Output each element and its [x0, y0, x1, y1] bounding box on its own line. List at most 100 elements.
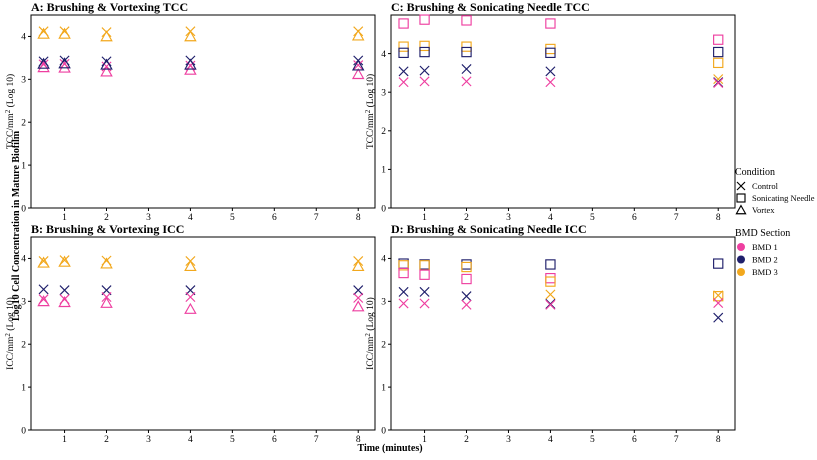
x-tick-label: 1 — [422, 213, 427, 223]
y-tick-label: 2 — [21, 341, 26, 351]
y-tick-label: 3 — [21, 76, 26, 86]
data-point-vortex-bmd-3 — [351, 259, 365, 272]
x-tick-label: 7 — [674, 213, 679, 223]
data-point-sonicating-needle-bmd-3 — [461, 261, 472, 273]
data-point-control-bmd-1 — [713, 77, 724, 88]
data-point-control-bmd-1 — [545, 77, 556, 88]
x-tick-label: 1 — [422, 435, 427, 445]
data-point-control-bmd-2 — [419, 65, 430, 76]
data-point-control-bmd-2 — [713, 312, 724, 323]
y-label-text: ICC/mm — [366, 336, 376, 370]
legend-bmd-label: BMD 3 — [752, 267, 778, 277]
x-tick-label: 8 — [716, 435, 721, 445]
data-point-vortex-bmd-1 — [100, 65, 113, 77]
y-tick-label: 4 — [381, 255, 386, 265]
x-tick-label: 5 — [590, 213, 595, 223]
data-point-control-bmd-1 — [185, 292, 196, 303]
y-tick-label: 0 — [381, 426, 386, 436]
x-tick-label: 3 — [506, 213, 511, 223]
data-point-control-bmd-2 — [353, 285, 364, 296]
data-point-vortex-bmd-1 — [100, 296, 113, 308]
y-tick-label: 2 — [381, 127, 386, 137]
data-point-sonicating-needle-bmd-2 — [545, 259, 556, 270]
y-tick-label: 2 — [381, 341, 386, 351]
panel-frame — [30, 236, 376, 431]
data-point-control-bmd-1 — [398, 298, 409, 309]
y-label-text: TCC/mm — [366, 113, 376, 150]
data-point-sonicating-needle-bmd-3 — [461, 41, 472, 52]
legend-sonicating-needle-icon — [736, 193, 746, 203]
legend-bmd-label: BMD 2 — [752, 255, 778, 265]
figure-y-label: Log10 Cell Concentration in Mature Biofi… — [11, 130, 22, 321]
data-point-control-bmd-2 — [59, 285, 70, 296]
y-tick-label: 3 — [381, 89, 386, 99]
x-tick-label: 2 — [464, 435, 469, 445]
data-point-sonicating-needle-bmd-3 — [419, 40, 430, 52]
panel-d: D: Brushing & Sonicating Needle ICC ICC/m… — [364, 222, 736, 445]
legend-bmd-2-swatch — [737, 255, 745, 264]
x-tick-label: 5 — [230, 213, 235, 223]
data-point-vortex-bmd-3 — [184, 259, 197, 272]
data-point-vortex-bmd-1 — [351, 300, 365, 312]
y-label-suffix: (Log 10) — [5, 74, 16, 110]
x-tick-label: 3 — [506, 435, 511, 445]
data-point-vortex-bmd-3 — [100, 30, 113, 42]
x-tick-label: 6 — [272, 213, 277, 223]
data-point-control-bmd-3 — [101, 255, 112, 266]
x-tick-label: 2 — [464, 213, 469, 223]
data-point-control-bmd-2 — [461, 64, 472, 75]
y-tick-label: 3 — [21, 298, 26, 308]
panel-y-label: TCC/mm2 (Log 10) — [4, 74, 16, 149]
legend-bmd-3-swatch — [737, 268, 745, 276]
data-point-sonicating-needle-bmd-2 — [461, 46, 472, 58]
data-point-sonicating-needle-bmd-1 — [461, 273, 472, 285]
data-point-control-bmd-2 — [419, 286, 430, 297]
data-point-control-bmd-2 — [545, 298, 556, 309]
y-tick-label: 0 — [381, 204, 386, 214]
legend: Condition Control Sonicating Needle Vortex… — [735, 167, 815, 277]
data-point-sonicating-needle-bmd-2 — [545, 47, 556, 59]
data-point-control-bmd-3 — [545, 289, 556, 300]
data-point-vortex-bmd-3 — [184, 30, 197, 42]
data-point-control-bmd-3 — [38, 256, 49, 267]
data-point-control-bmd-3 — [185, 256, 196, 267]
x-tick-label: 1 — [62, 213, 67, 223]
data-point-control-bmd-3 — [59, 255, 70, 266]
y-tick-label: 1 — [21, 161, 26, 171]
legend-bmd-label: BMD 1 — [752, 242, 778, 252]
y-label-text: ICC/mm — [6, 336, 16, 370]
y-tick-label: 2 — [21, 119, 26, 129]
data-point-vortex-bmd-3 — [351, 29, 365, 41]
x-tick-label: 3 — [146, 435, 151, 445]
panel-c: C: Brushing & Sonicating Needle TCC TCC/m… — [364, 0, 736, 223]
panel-title: D: Brushing & Sonicating Needle ICC — [391, 222, 587, 236]
x-tick-label: 8 — [356, 213, 361, 223]
legend-bmd: BMD 1 BMD 2 BMD 3 — [737, 242, 778, 277]
data-point-control-bmd-3 — [713, 290, 724, 301]
y-label-superscript: 2 — [364, 109, 372, 113]
y-tick-label: 0 — [21, 204, 26, 214]
x-tick-label: 7 — [674, 435, 679, 445]
data-point-control-bmd-1 — [713, 298, 724, 309]
data-point-sonicating-needle-bmd-1 — [398, 267, 409, 279]
legend-vortex-icon — [735, 204, 747, 215]
data-point-vortex-bmd-1 — [37, 295, 50, 307]
data-point-sonicating-needle-bmd-1 — [419, 14, 430, 25]
data-point-vortex-bmd-2 — [351, 59, 365, 71]
y-label-suffix: (Log 10) — [5, 297, 16, 333]
legend-condition-title: Condition — [735, 167, 775, 178]
data-point-control-bmd-2 — [398, 286, 409, 297]
data-point-control-bmd-1 — [398, 77, 409, 88]
legend-condition-label: Vortex — [752, 205, 775, 215]
x-tick-label: 7 — [314, 435, 319, 445]
data-point-sonicating-needle-bmd-1 — [545, 18, 556, 29]
x-tick-label: 7 — [314, 213, 319, 223]
y-tick-label: 0 — [21, 426, 26, 436]
panel-y-label: ICC/mm2 (Log 10) — [364, 297, 376, 370]
data-point-sonicating-needle-bmd-2 — [398, 47, 409, 59]
data-point-sonicating-needle-bmd-3 — [398, 260, 409, 271]
x-tick-label: 2 — [104, 435, 109, 445]
y-tick-label: 1 — [381, 383, 386, 393]
